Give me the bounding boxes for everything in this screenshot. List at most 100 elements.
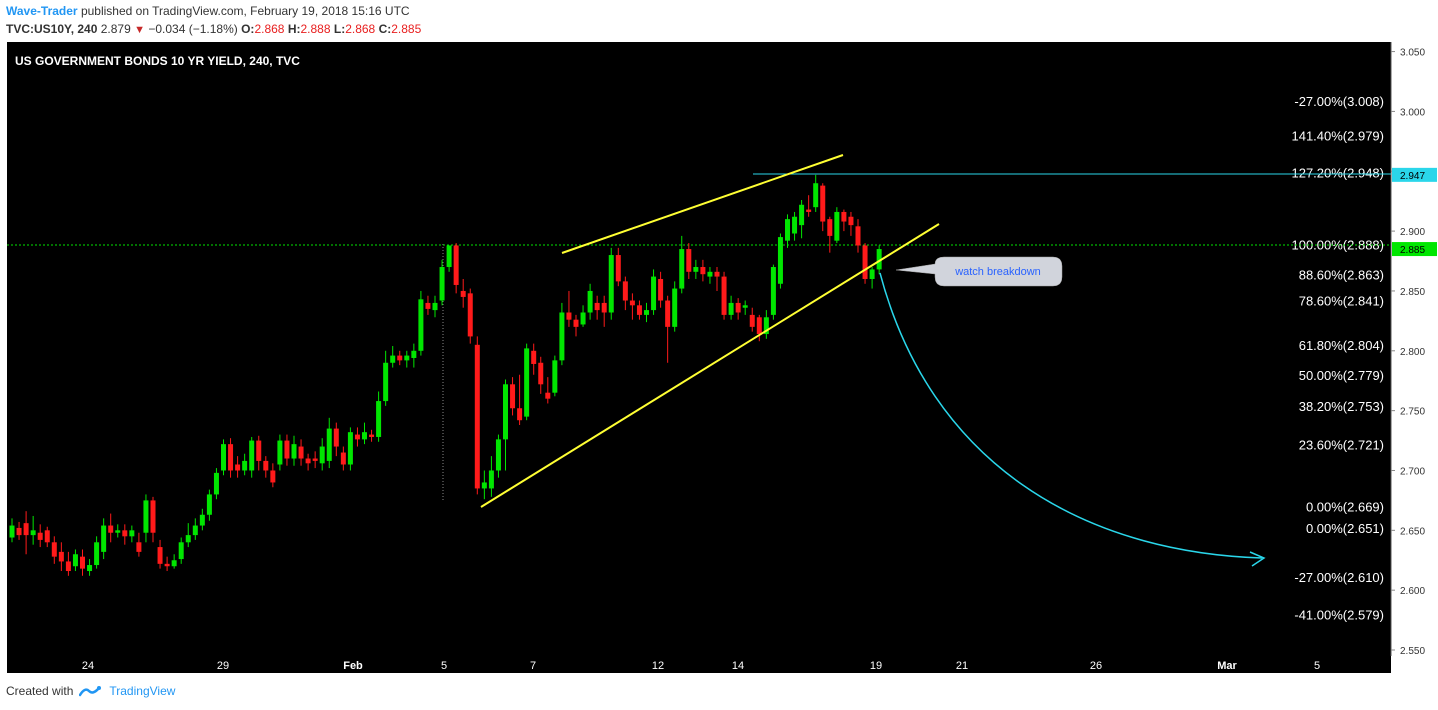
- candle[interactable]: [51, 536, 57, 564]
- candle[interactable]: [213, 468, 219, 500]
- candle[interactable]: [94, 536, 100, 569]
- candle[interactable]: [827, 216, 833, 253]
- price-axis[interactable]: [1391, 42, 1438, 673]
- candle[interactable]: [644, 302, 649, 323]
- candle[interactable]: [298, 439, 304, 466]
- candle[interactable]: [848, 211, 854, 236]
- candle[interactable]: [813, 174, 819, 212]
- candle[interactable]: [672, 281, 678, 332]
- candle[interactable]: [601, 295, 607, 327]
- candle[interactable]: [206, 489, 212, 521]
- candle[interactable]: [658, 271, 664, 308]
- candle[interactable]: [792, 211, 798, 241]
- candle[interactable]: [651, 269, 657, 315]
- candle[interactable]: [333, 422, 339, 457]
- candle[interactable]: [242, 453, 248, 476]
- candle[interactable]: [221, 439, 226, 476]
- candle[interactable]: [199, 508, 205, 531]
- candle[interactable]: [87, 559, 93, 576]
- upper-trendline[interactable]: [561, 154, 844, 254]
- candle[interactable]: [411, 343, 417, 368]
- candle[interactable]: [714, 267, 720, 291]
- candle[interactable]: [446, 245, 452, 272]
- candle[interactable]: [524, 343, 530, 421]
- candle[interactable]: [785, 214, 790, 248]
- candle[interactable]: [855, 219, 861, 253]
- candle[interactable]: [305, 453, 311, 471]
- candle[interactable]: [622, 276, 628, 311]
- candle[interactable]: [488, 456, 494, 497]
- candle[interactable]: [742, 300, 748, 315]
- candle[interactable]: [235, 456, 241, 478]
- candle[interactable]: [270, 463, 276, 488]
- candle[interactable]: [700, 259, 706, 282]
- candle[interactable]: [594, 295, 600, 320]
- candle[interactable]: [517, 374, 523, 426]
- candle[interactable]: [799, 199, 805, 239]
- candle[interactable]: [481, 470, 487, 500]
- candle[interactable]: [432, 295, 438, 318]
- candle[interactable]: [340, 446, 346, 471]
- candle[interactable]: [16, 521, 22, 540]
- candle[interactable]: [820, 183, 826, 232]
- candle[interactable]: [756, 314, 762, 342]
- candle[interactable]: [693, 259, 699, 279]
- candle[interactable]: [263, 456, 269, 478]
- candle[interactable]: [749, 307, 755, 332]
- candle[interactable]: [185, 523, 191, 548]
- candle[interactable]: [566, 290, 572, 327]
- candle[interactable]: [510, 377, 516, 416]
- candle[interactable]: [249, 436, 255, 478]
- candle[interactable]: [735, 298, 741, 320]
- plot-area[interactable]: [7, 42, 1391, 656]
- candle[interactable]: [136, 532, 142, 557]
- candle[interactable]: [354, 427, 360, 447]
- candle[interactable]: [545, 377, 551, 404]
- candle[interactable]: [228, 438, 234, 478]
- candle[interactable]: [636, 300, 642, 320]
- candle[interactable]: [728, 295, 734, 320]
- candle[interactable]: [9, 518, 15, 543]
- candle[interactable]: [869, 267, 875, 289]
- candle[interactable]: [291, 435, 297, 466]
- candle[interactable]: [44, 526, 50, 548]
- candle[interactable]: [376, 391, 382, 442]
- candle[interactable]: [425, 295, 431, 315]
- candle[interactable]: [30, 515, 36, 545]
- candle[interactable]: [777, 233, 783, 289]
- candle[interactable]: [383, 350, 389, 406]
- candle[interactable]: [404, 350, 410, 368]
- candle[interactable]: [129, 525, 135, 543]
- candle[interactable]: [397, 350, 403, 366]
- candle[interactable]: [418, 290, 424, 356]
- candle[interactable]: [841, 209, 847, 232]
- candle[interactable]: [157, 539, 163, 569]
- candle[interactable]: [686, 243, 692, 279]
- candle[interactable]: [503, 379, 508, 471]
- candle[interactable]: [580, 305, 586, 327]
- candle[interactable]: [23, 511, 29, 555]
- candle[interactable]: [763, 310, 769, 339]
- candle[interactable]: [495, 434, 501, 478]
- candle[interactable]: [256, 435, 262, 471]
- candle[interactable]: [192, 518, 198, 540]
- candle[interactable]: [326, 417, 332, 469]
- candle[interactable]: [467, 288, 473, 344]
- candle[interactable]: [150, 496, 156, 543]
- candle[interactable]: [347, 427, 353, 471]
- tradingview-link[interactable]: TradingView: [79, 684, 175, 698]
- author-link[interactable]: Wave-Trader: [6, 4, 78, 18]
- candle[interactable]: [573, 314, 579, 337]
- annotation-callout[interactable]: watch breakdown: [895, 256, 1063, 287]
- lower-trendline[interactable]: [480, 223, 940, 508]
- candle[interactable]: [284, 434, 290, 466]
- candle[interactable]: [474, 336, 480, 495]
- candle[interactable]: [65, 551, 71, 576]
- candle[interactable]: [862, 243, 868, 284]
- candle[interactable]: [390, 346, 396, 368]
- candle[interactable]: [171, 554, 177, 569]
- candle[interactable]: [37, 524, 43, 548]
- candle[interactable]: [277, 434, 283, 471]
- candle[interactable]: [122, 524, 128, 545]
- candle[interactable]: [460, 278, 466, 308]
